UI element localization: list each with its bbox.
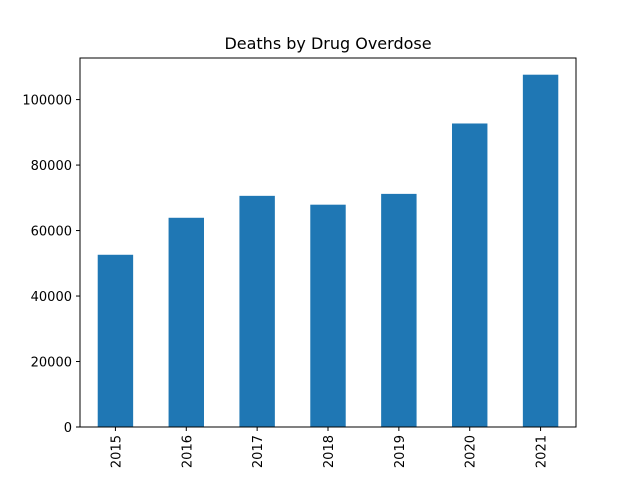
bar-2021 [522, 74, 559, 428]
y-tick-label: 40000 [31, 290, 72, 305]
chart-title: Deaths by Drug Overdose [224, 34, 431, 53]
y-tick-label: 60000 [31, 225, 72, 240]
bar-2020 [452, 123, 488, 427]
x-tick-label: 2017 [251, 435, 266, 468]
x-tick-label: 2018 [322, 435, 337, 468]
y-tick-label: 80000 [31, 159, 72, 174]
bar-2018 [310, 204, 346, 427]
x-tick-label: 2020 [464, 435, 479, 468]
x-tick-label: 2021 [535, 435, 550, 468]
x-tick-label: 2019 [393, 435, 408, 468]
bar-2015 [97, 254, 134, 427]
bar-2016 [168, 217, 204, 427]
x-tick-label: 2016 [180, 435, 195, 468]
y-tick-label: 20000 [31, 356, 72, 371]
bar-2017 [239, 195, 275, 427]
y-tick-label: 0 [64, 421, 72, 436]
y-tick-label: 100000 [22, 94, 72, 109]
bar-2019 [381, 193, 417, 427]
x-tick-label: 2015 [109, 435, 124, 468]
